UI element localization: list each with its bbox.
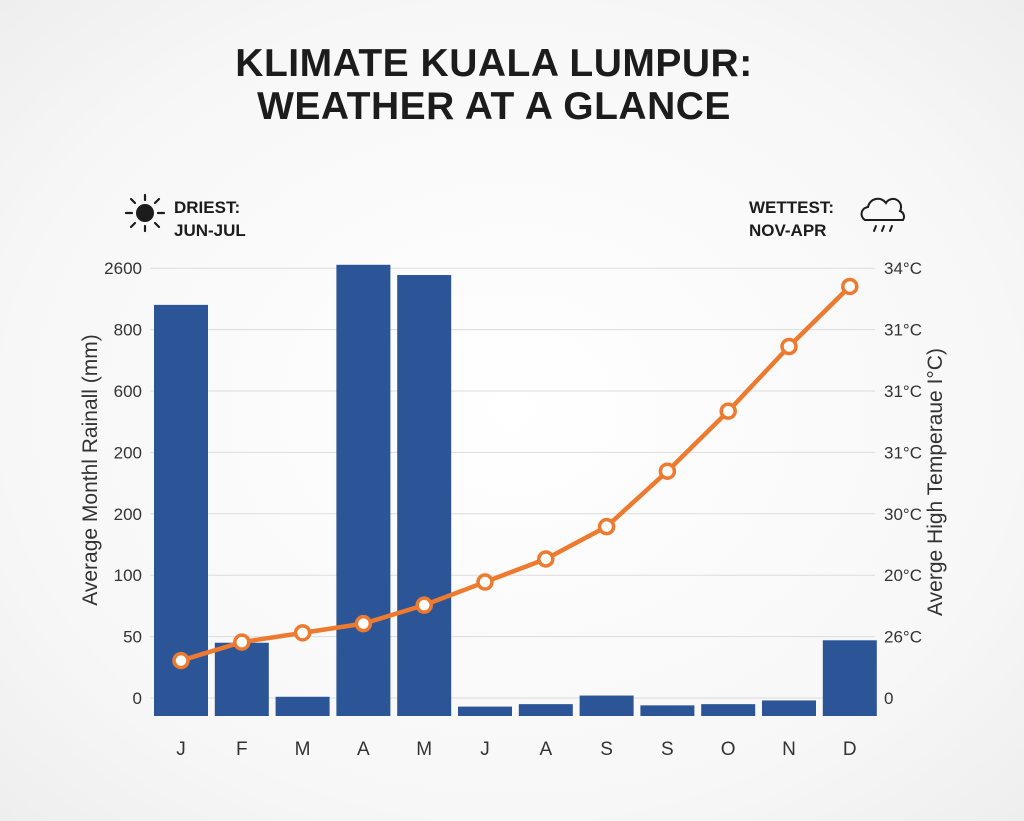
y-tick-label: 800 xyxy=(114,321,142,340)
y-axis-label: Average Monthl Rainall (mm) xyxy=(79,334,102,606)
temperature-point xyxy=(719,402,737,420)
y2-tick-label: 31°C xyxy=(884,382,922,401)
driest-label: DRIEST: xyxy=(174,198,241,217)
y-tick-label: 600 xyxy=(114,382,142,401)
temperature-point xyxy=(172,651,190,670)
temperature-point xyxy=(780,337,798,356)
wettest-value: NOV-APR xyxy=(749,221,827,240)
x-tick-label: J xyxy=(480,739,490,760)
driest-value: JUN-JUL xyxy=(174,221,246,240)
y2-tick-label: 31°C xyxy=(884,321,922,340)
temperature-point xyxy=(415,596,433,614)
rainfall-bar xyxy=(397,275,452,716)
rainfall-bar xyxy=(458,706,512,716)
rainfall-bar xyxy=(640,705,695,716)
rainfall-bar xyxy=(762,700,816,716)
rainfall-bar xyxy=(822,640,877,716)
y-tick-label: 200 xyxy=(114,505,142,524)
y-tick-label: 200 xyxy=(114,443,142,462)
temperature-point xyxy=(293,624,312,642)
y-tick-label: 100 xyxy=(114,566,142,585)
rainfall-bar xyxy=(154,304,208,716)
y2-tick-label: 26°C xyxy=(884,628,922,647)
x-tick-label: D xyxy=(843,739,857,760)
rainfall-bar xyxy=(579,695,634,716)
y2-tick-label: 20°C xyxy=(884,566,922,585)
x-tick-label: S xyxy=(600,739,613,760)
y2-tick-label: 31°C xyxy=(884,443,922,462)
temperature-point xyxy=(597,517,616,536)
rainfall-bar xyxy=(214,642,269,716)
y-tick-label: 0 xyxy=(133,689,142,708)
rainfall-bar xyxy=(275,696,330,716)
x-tick-label: J xyxy=(176,739,186,760)
temperature-line xyxy=(180,284,852,663)
x-tick-label: A xyxy=(539,739,552,760)
y2-axis-label: Averge High Temperaue I°C) xyxy=(924,348,947,616)
y-tick-label: 2600 xyxy=(104,259,142,278)
wettest-label: WETTEST: xyxy=(749,198,834,217)
rainfall-bar xyxy=(518,704,573,716)
temperature-point xyxy=(658,462,677,480)
temperature-point xyxy=(354,614,373,633)
x-tick-label: M xyxy=(416,739,432,760)
x-tick-label: M xyxy=(295,739,311,760)
temperature-point xyxy=(841,277,859,296)
temperature-point xyxy=(233,633,251,651)
temperature-point xyxy=(537,550,555,568)
x-tick-label: N xyxy=(782,739,796,760)
x-tick-label: O xyxy=(721,739,736,760)
y2-tick-label: 0 xyxy=(884,689,893,708)
chart-title-line-2: WEATHER AT A GLANCE xyxy=(257,85,731,128)
rain-cloud-icon xyxy=(860,197,906,232)
driest-annotation: DRIEST: JUN-JUL xyxy=(174,196,246,242)
y2-tick-label: 34°C xyxy=(884,259,922,278)
temperature-point xyxy=(476,573,494,591)
sun-icon xyxy=(124,193,166,233)
y-tick-label: 50 xyxy=(123,628,142,647)
x-tick-label: A xyxy=(357,739,370,760)
rainfall-bar xyxy=(336,264,391,716)
y2-tick-label: 30°C xyxy=(884,505,922,524)
x-tick-label: S xyxy=(661,739,674,760)
x-tick-label: F xyxy=(236,739,248,760)
rainfall-bar xyxy=(701,704,756,716)
chart-title-line-1: KLIMATE KUALA LUMPUR: xyxy=(235,42,753,85)
wettest-annotation: WETTEST: NOV-APR xyxy=(749,196,834,242)
